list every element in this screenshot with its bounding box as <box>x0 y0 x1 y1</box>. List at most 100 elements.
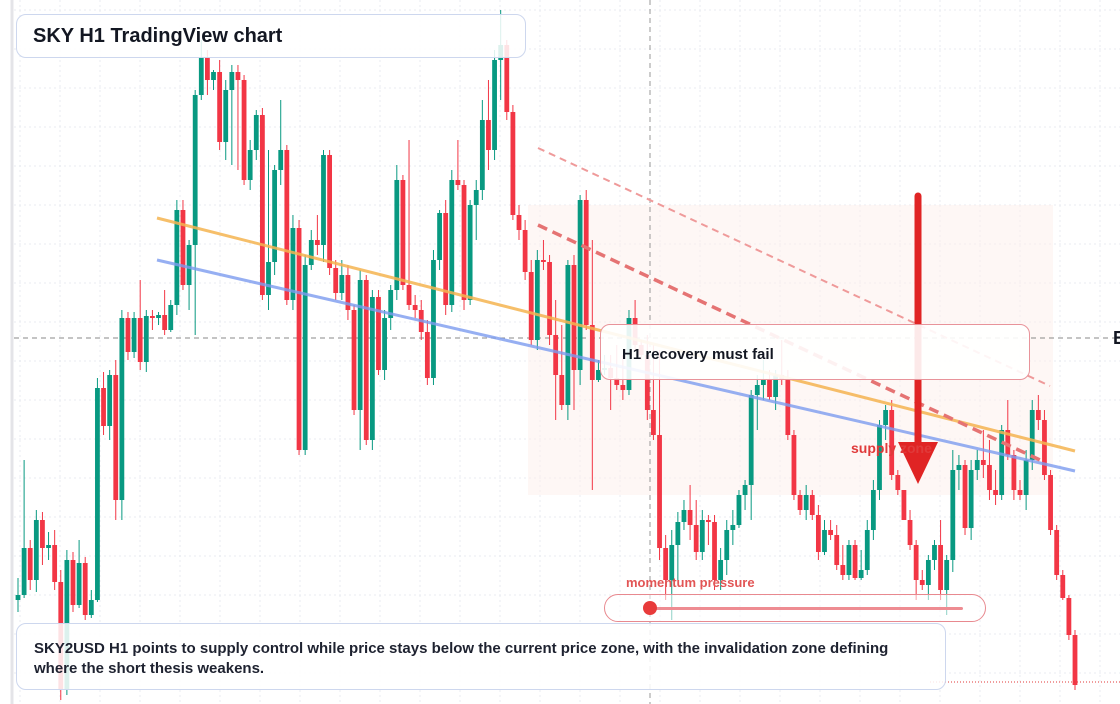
candle <box>589 240 595 490</box>
candle-body <box>186 245 192 285</box>
candle-body <box>314 240 320 245</box>
momentum-line <box>649 607 963 610</box>
candle <box>699 510 705 560</box>
candle <box>308 230 314 270</box>
candle-body <box>852 545 858 578</box>
candle <box>1005 400 1011 460</box>
candle-body <box>82 563 88 615</box>
analysis-note-panel: SKY2USD H1 points to supply control whil… <box>16 623 946 690</box>
candle-body <box>1066 598 1072 635</box>
candle-body <box>205 58 210 80</box>
candle-body <box>950 470 956 560</box>
candle-body <box>278 150 284 170</box>
candle <box>15 578 21 612</box>
candle-body <box>1029 410 1035 460</box>
chart-title-panel: SKY H1 TradingView chart <box>16 14 526 58</box>
candle-body <box>932 545 937 560</box>
candle-body <box>40 520 45 548</box>
candle <box>217 60 223 150</box>
candle <box>339 260 345 300</box>
candle-body <box>870 490 876 530</box>
candle-body <box>541 260 546 262</box>
candle <box>150 310 155 330</box>
candle <box>846 540 852 580</box>
candle-body <box>516 215 522 230</box>
candle-body <box>547 262 552 335</box>
candle-body <box>1048 475 1053 530</box>
candle-body <box>70 560 76 605</box>
candle <box>253 110 259 160</box>
candle <box>809 490 815 520</box>
candle <box>284 145 290 305</box>
candle <box>82 557 88 620</box>
candle-body <box>400 180 406 285</box>
candle-body <box>925 560 931 585</box>
candle <box>333 260 339 300</box>
candle-body <box>461 185 467 300</box>
candle-body <box>974 460 980 470</box>
candle-body <box>571 265 577 370</box>
candle-body <box>669 545 675 580</box>
candle <box>858 550 864 580</box>
candle-body <box>290 228 296 300</box>
candle <box>693 500 699 560</box>
candle-body <box>272 170 278 262</box>
candle-body <box>748 395 754 485</box>
candle-body <box>663 548 669 580</box>
candle-body <box>168 305 174 330</box>
candle-body <box>467 205 473 300</box>
candle-body <box>730 525 736 530</box>
candle-body <box>253 115 259 150</box>
candle-body <box>125 318 131 352</box>
candle <box>461 180 467 310</box>
candle-body <box>834 535 840 565</box>
candle-body <box>644 355 650 410</box>
candle <box>877 420 882 500</box>
candle-body <box>712 522 717 580</box>
candle <box>424 320 430 385</box>
candle-body <box>718 560 724 580</box>
candle-body <box>131 318 137 352</box>
candle <box>321 150 326 262</box>
candle-body <box>962 465 968 528</box>
candle <box>211 70 216 90</box>
candle-body <box>559 375 565 405</box>
candle <box>455 140 461 190</box>
candle <box>278 100 284 185</box>
candle-body <box>296 228 302 450</box>
candle <box>101 372 106 435</box>
candle-body <box>27 548 33 580</box>
candle-body <box>980 460 986 465</box>
candle <box>938 520 943 600</box>
candle-body <box>211 72 216 80</box>
candle <box>125 312 131 360</box>
candle <box>400 175 406 290</box>
candle <box>388 285 394 330</box>
candle-body <box>266 262 271 295</box>
candle-body <box>76 563 82 605</box>
candle <box>156 312 161 325</box>
candle <box>443 200 449 315</box>
candle <box>70 552 76 612</box>
candle-body <box>174 210 180 305</box>
candle <box>1035 395 1041 430</box>
candle-body <box>424 332 430 378</box>
candle <box>431 250 436 385</box>
candle-body <box>1072 635 1078 685</box>
candle <box>822 520 827 555</box>
candle-body <box>589 325 595 380</box>
candle-body <box>52 545 58 582</box>
candle <box>437 210 442 270</box>
candle-body <box>406 285 412 305</box>
candle <box>528 260 534 345</box>
candle-body <box>809 495 815 515</box>
candle <box>883 405 888 440</box>
candle-body <box>21 548 27 595</box>
candle-body <box>369 297 375 440</box>
candle <box>302 255 308 455</box>
candle <box>1042 410 1047 480</box>
candle-body <box>803 495 809 510</box>
candle <box>486 80 491 170</box>
candle-body <box>101 388 106 426</box>
candle-body <box>699 520 705 552</box>
